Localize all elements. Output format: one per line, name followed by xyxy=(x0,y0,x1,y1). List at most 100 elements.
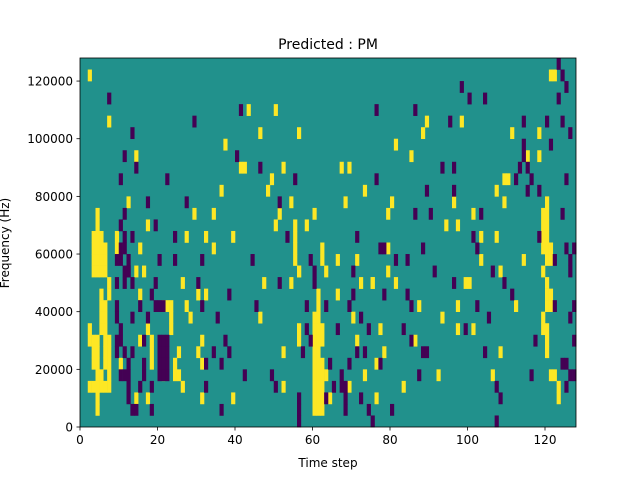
heatmap-cell-high xyxy=(421,127,426,140)
heatmap-cell-high xyxy=(312,207,317,220)
heatmap-cell-low xyxy=(130,346,135,359)
heatmap-cell-low xyxy=(475,300,480,312)
heatmap-cell-low xyxy=(250,254,255,266)
heatmap-cell-high xyxy=(99,254,104,266)
heatmap-cell-low xyxy=(122,242,127,255)
heatmap-cell-high xyxy=(545,196,550,209)
heatmap-cell-high xyxy=(545,346,550,359)
heatmap-cell-low xyxy=(421,242,426,255)
heatmap-cell-low xyxy=(382,288,387,301)
heatmap-cell-high xyxy=(211,242,216,255)
heatmap-cell-low xyxy=(138,300,143,312)
heatmap-cell-low xyxy=(238,104,244,116)
heatmap-cell-high xyxy=(114,230,120,243)
heatmap-cell-high xyxy=(87,380,92,393)
heatmap-cell-low xyxy=(145,311,151,324)
heatmap-cell-low xyxy=(564,380,569,393)
heatmap-cell-low xyxy=(560,115,565,128)
heatmap-cell-low xyxy=(432,265,437,278)
heatmap-cell-high xyxy=(374,392,379,405)
heatmap-cell-low xyxy=(452,161,457,174)
heatmap-cell-low xyxy=(452,184,457,197)
heatmap-cell-high xyxy=(335,288,340,301)
heatmap-cell-high xyxy=(316,403,321,416)
heatmap-cell-low xyxy=(184,196,189,209)
heatmap-cell-low xyxy=(483,346,488,359)
heatmap-cell-high xyxy=(320,392,325,405)
heatmap-cell-low xyxy=(200,300,205,312)
heatmap-cell-low xyxy=(339,369,344,382)
heatmap-cell-high xyxy=(107,277,112,289)
heatmap-cell-high xyxy=(293,230,298,243)
heatmap-cell-high xyxy=(297,323,302,336)
heatmap-cell-low xyxy=(126,265,131,278)
heatmap-cell-low xyxy=(494,415,499,428)
heatmap-cell-high xyxy=(95,254,100,266)
heatmap-cell-low xyxy=(134,403,139,416)
heatmap-cell-low xyxy=(521,150,526,163)
heatmap-cell-high xyxy=(145,323,151,336)
heatmap-cell-high xyxy=(355,334,360,347)
heatmap-cell-low xyxy=(157,334,162,347)
heatmap-cell-high xyxy=(169,311,174,324)
heatmap-cell-low xyxy=(556,58,561,70)
heatmap-cell-low xyxy=(552,300,557,312)
heatmap-cell-high xyxy=(370,277,375,289)
heatmap-cell-high xyxy=(324,265,329,278)
heatmap-cell-high xyxy=(95,230,100,243)
heatmap-cell-high xyxy=(95,357,100,370)
heatmap-cell-high xyxy=(316,300,321,312)
heatmap-cell-high xyxy=(312,346,317,359)
heatmap-cell-high xyxy=(459,115,464,128)
heatmap-cell-high xyxy=(91,357,96,370)
heatmap-cell-high xyxy=(339,161,344,174)
heatmap-cell-low xyxy=(122,369,127,382)
heatmap-cell-low xyxy=(308,334,313,347)
heatmap-cell-high xyxy=(107,115,112,128)
heatmap-cell-high xyxy=(289,196,294,209)
heatmap-cell-high xyxy=(196,346,201,359)
heatmap-cell-high xyxy=(312,392,317,405)
heatmap-cell-high xyxy=(401,380,406,393)
heatmap-cell-high xyxy=(176,346,182,359)
heatmap-cell-low xyxy=(297,403,302,416)
heatmap-cell-high xyxy=(320,369,325,382)
heatmap-cell-low xyxy=(351,288,356,301)
heatmap-cell-low xyxy=(293,173,298,186)
heatmap-cell-low xyxy=(339,380,344,393)
heatmap-cell-low xyxy=(277,277,282,289)
heatmap-cell-low xyxy=(114,346,120,359)
heatmap-cell-high xyxy=(312,403,317,416)
heatmap-cell-low xyxy=(525,184,530,197)
heatmap-cell-low xyxy=(126,254,131,266)
heatmap-cell-low xyxy=(130,403,135,416)
heatmap-cell-low xyxy=(165,369,170,382)
heatmap-cell-high xyxy=(145,392,151,405)
heatmap-cell-high xyxy=(188,311,193,324)
heatmap-cell-high xyxy=(320,403,325,416)
x-tick-label: 100 xyxy=(456,433,479,447)
y-axis-ticks: 0 20000 40000 60000 80000 100000 120000 xyxy=(27,75,80,435)
heatmap-cell-high xyxy=(184,230,189,243)
heatmap-cell-high xyxy=(289,277,294,289)
heatmap-cell-high xyxy=(510,127,515,140)
heatmap-cell-high xyxy=(471,323,476,336)
heatmap-cell-high xyxy=(95,265,100,278)
heatmap-cell-low xyxy=(393,254,399,266)
heatmap-cell-high xyxy=(231,392,236,405)
heatmap-cell-low xyxy=(424,184,430,197)
heatmap-cell-high xyxy=(99,369,104,382)
heatmap-cell-high xyxy=(281,346,286,359)
heatmap-cell-high xyxy=(545,254,550,266)
heatmap-cell-high xyxy=(324,369,329,382)
heatmap-cell-high xyxy=(297,265,302,278)
heatmap-cell-high xyxy=(293,219,298,232)
heatmap-cell-low xyxy=(424,346,430,359)
heatmap-cell-high xyxy=(424,115,430,128)
heatmap-cell-high xyxy=(103,311,108,324)
heatmap-cell-high xyxy=(103,265,108,278)
heatmap-cell-high xyxy=(548,254,554,266)
x-tick-label: 60 xyxy=(305,433,320,447)
heatmap-cell-high xyxy=(455,323,461,336)
